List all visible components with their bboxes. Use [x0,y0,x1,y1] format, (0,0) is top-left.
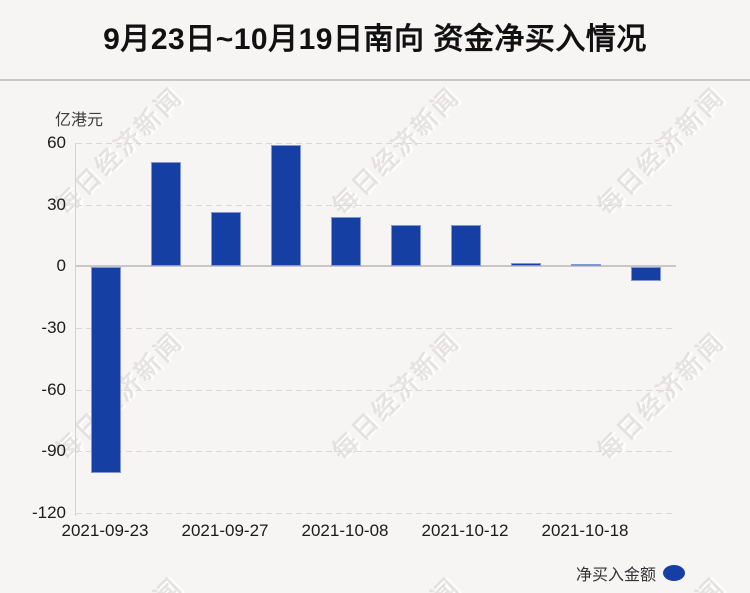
bar-8 [571,264,601,267]
y-tick-label: -60 [41,379,66,399]
zero-axis-line [76,265,676,268]
y-tick-label: -90 [41,441,66,461]
y-tick-label: -120 [31,503,66,522]
bar-9 [631,267,661,281]
y-axis-unit-label: 亿港元 [55,112,104,129]
x-tick-label: 2021-09-27 [181,521,269,540]
bar-3 [271,145,301,267]
gridline [76,204,676,206]
gridline [76,451,676,453]
x-tick-label: 2021-10-08 [301,521,389,540]
plot-area [75,143,676,516]
bar-6 [451,224,481,267]
y-tick-label: 60 [47,133,66,152]
x-tick-label: 2021-10-12 [421,521,509,540]
legend-marker-icon [663,565,686,581]
x-tick-label: 2021-10-18 [541,521,629,540]
x-tick-label: 2021-09-23 [61,521,149,540]
bar-4 [331,217,361,267]
watermark-text: 每日经济新闻 [46,568,190,593]
y-tick-label: 0 [56,256,66,276]
gridline [76,328,676,329]
y-tick-label: -30 [41,318,66,337]
gridline [76,513,676,514]
chart-title: 9月23日~10月19日南向 资金净买入情况 [103,23,647,56]
bar-2 [211,211,241,267]
legend: 净买入金额 [576,561,686,585]
legend-label: 净买入金额 [576,567,657,584]
watermark-text: 每日经济新闻 [323,568,467,593]
y-tick-label: 30 [47,194,66,214]
bar-7 [511,263,541,267]
gridline [76,143,676,144]
bar-0 [91,267,121,473]
title-divider [0,79,750,81]
bar-1 [151,161,181,267]
gridline [76,389,676,391]
bar-5 [391,224,421,267]
